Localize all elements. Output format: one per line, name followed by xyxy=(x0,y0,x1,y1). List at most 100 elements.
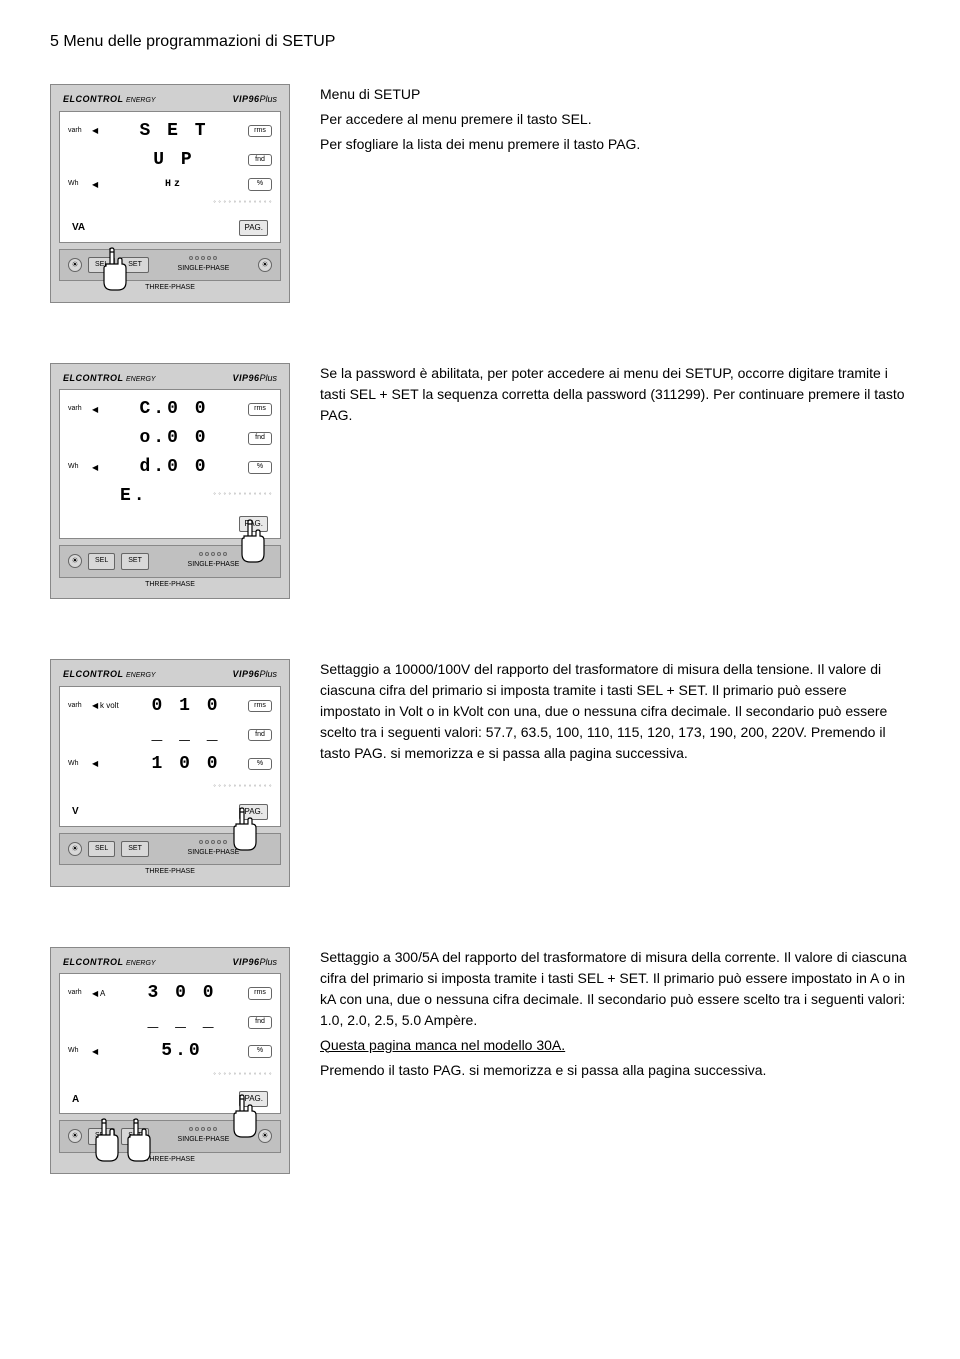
wh-label: Wh xyxy=(68,759,92,770)
pag-button[interactable]: PAG. xyxy=(239,1091,268,1107)
model-label: VIP96Plus xyxy=(232,956,277,970)
section1-title: Menu di SETUP xyxy=(320,84,910,105)
brand-label: ELCONTROL ENERGY xyxy=(63,668,156,682)
arrow-left-icon: ◀ xyxy=(92,1046,100,1058)
section4-p1: Settaggio a 300/5A del rapporto del tras… xyxy=(320,947,910,1031)
unit-label-a: A xyxy=(72,1092,79,1107)
pag-button[interactable]: PAG. xyxy=(239,516,268,532)
arrow-left-icon: ◀ xyxy=(92,404,100,416)
button-row: ☀ SEL SET SINGLE-PHASE xyxy=(59,545,281,578)
pct-tag: % xyxy=(248,758,272,771)
three-phase-label: THREE-PHASE xyxy=(59,283,281,294)
wh-label: Wh xyxy=(68,1046,92,1057)
sel-button[interactable]: SEL xyxy=(88,553,115,570)
sel-button[interactable]: SEL xyxy=(88,841,115,858)
lcd-line-a1: 3 0 0 xyxy=(116,980,248,1007)
section3-text: Settaggio a 10000/100V del rapporto del … xyxy=(320,659,910,887)
section1-text: Menu di SETUP Per accedere al menu preme… xyxy=(320,84,910,303)
device-panel-4: ELCONTROL ENERGY VIP96Plus varh ◀ A 3 0 … xyxy=(50,947,290,1175)
section2-p1: Se la password è abilitata, per poter ac… xyxy=(320,363,910,426)
arrow-left-icon: ◀ xyxy=(92,125,100,137)
model-label: VIP96Plus xyxy=(232,372,277,386)
pct-tag: % xyxy=(248,461,272,474)
dots-indicator: ° ° ° ° ° ° ° ° ° ° ° ° xyxy=(213,200,272,209)
lcd-line-a2: _ _ _ xyxy=(116,1009,248,1036)
pag-button[interactable]: PAG. xyxy=(239,220,268,236)
three-phase-label: THREE-PHASE xyxy=(59,580,281,591)
section4-p2: Questa pagina manca nel modello 30A. xyxy=(320,1035,910,1056)
varh-label: varh xyxy=(68,988,92,999)
arrow-left-icon: ◀ xyxy=(92,462,100,474)
lcd-line-c: C.0 0 xyxy=(100,396,248,423)
model-label: VIP96Plus xyxy=(232,93,277,107)
backlight-button[interactable]: ☀ xyxy=(68,1129,82,1143)
set-button[interactable]: SET xyxy=(121,257,149,274)
section-setup-menu: ELCONTROL ENERGY VIP96Plus varh ◀ S E T … xyxy=(50,84,910,303)
lcd-line-o: o.0 0 xyxy=(100,425,248,452)
page-heading: 5 Menu delle programmazioni di SETUP xyxy=(50,30,910,54)
hz-label: Hz xyxy=(100,177,248,192)
section1-p1: Per accedere al menu premere il tasto SE… xyxy=(320,109,910,130)
set-button[interactable]: SET xyxy=(121,1128,149,1145)
rms-tag: rms xyxy=(248,403,272,416)
single-phase-label: SINGLE-PHASE xyxy=(155,848,272,859)
arrow-left-icon: ◀ xyxy=(92,988,100,1000)
single-phase-label: SINGLE-PHASE xyxy=(155,560,272,571)
section-voltage-ratio: ELCONTROL ENERGY VIP96Plus varh ◀ k volt… xyxy=(50,659,910,887)
varh-label: varh xyxy=(68,126,92,137)
lcd-line2: U P xyxy=(100,147,248,174)
wh-label: Wh xyxy=(68,179,92,190)
button-row: ☀ SEL SET SINGLE-PHASE ☀ xyxy=(59,249,281,282)
brand-label: ELCONTROL ENERGY xyxy=(63,93,156,107)
button-row: ☀ SEL SET SINGLE-PHASE ☀ xyxy=(59,1120,281,1153)
backlight-button[interactable]: ☀ xyxy=(68,258,82,272)
single-phase-label: SINGLE-PHASE xyxy=(155,264,252,275)
section1-p2: Per sfogliare la lista dei menu premere … xyxy=(320,134,910,155)
rms-tag: rms xyxy=(248,700,272,713)
fnd-tag: fnd xyxy=(248,729,272,742)
unit-label: VA xyxy=(72,220,85,235)
section3-p1: Settaggio a 10000/100V del rapporto del … xyxy=(320,659,910,764)
section4-p3: Premendo il tasto PAG. si memorizza e si… xyxy=(320,1060,910,1081)
fnd-tag: fnd xyxy=(248,432,272,445)
backlight-button-2[interactable]: ☀ xyxy=(258,1129,272,1143)
device-panel-2: ELCONTROL ENERGY VIP96Plus varh ◀ C.0 0 … xyxy=(50,363,290,600)
wh-label: Wh xyxy=(68,462,92,473)
pag-button[interactable]: PAG. xyxy=(239,804,268,820)
model-label: VIP96Plus xyxy=(232,668,277,682)
section-current-ratio: ELCONTROL ENERGY VIP96Plus varh ◀ A 3 0 … xyxy=(50,947,910,1175)
set-button[interactable]: SET xyxy=(121,553,149,570)
set-button[interactable]: SET xyxy=(121,841,149,858)
section4-text: Settaggio a 300/5A del rapporto del tras… xyxy=(320,947,910,1175)
backlight-button-2[interactable]: ☀ xyxy=(258,258,272,272)
arrow-left-icon: ◀ xyxy=(92,179,100,191)
three-phase-label: THREE-PHASE xyxy=(59,1155,281,1166)
button-row: ☀ SEL SET SINGLE-PHASE xyxy=(59,833,281,866)
lcd-line-e: E. xyxy=(100,483,213,510)
unit-label-v: V xyxy=(72,804,79,819)
backlight-button[interactable]: ☀ xyxy=(68,842,82,856)
lcd-line-v2: _ _ _ xyxy=(124,722,248,749)
lcd-display-4: varh ◀ A 3 0 0 rms _ _ _ fnd Wh ◀ 5.0 % xyxy=(59,973,281,1114)
lcd-display-3: varh ◀ k volt 0 1 0 rms _ _ _ fnd Wh ◀ xyxy=(59,686,281,827)
single-phase-label: SINGLE-PHASE xyxy=(155,1135,252,1146)
dots-indicator: ° ° ° ° ° ° ° ° ° ° ° ° xyxy=(213,784,272,793)
sel-button[interactable]: SEL xyxy=(88,1128,115,1145)
rms-tag: rms xyxy=(248,125,272,138)
arrow-left-icon: ◀ xyxy=(92,700,100,712)
pct-tag: % xyxy=(248,1045,272,1058)
brand-label: ELCONTROL ENERGY xyxy=(63,372,156,386)
dots-indicator: ° ° ° ° ° ° ° ° ° ° ° ° xyxy=(213,492,272,501)
fnd-tag: fnd xyxy=(248,154,272,167)
sel-button[interactable]: SEL xyxy=(88,257,115,274)
three-phase-label: THREE-PHASE xyxy=(59,867,281,878)
device-panel-3: ELCONTROL ENERGY VIP96Plus varh ◀ k volt… xyxy=(50,659,290,887)
brand-label: ELCONTROL ENERGY xyxy=(63,956,156,970)
device-panel-1: ELCONTROL ENERGY VIP96Plus varh ◀ S E T … xyxy=(50,84,290,303)
lcd-display-1: varh ◀ S E T rms U P fnd Wh ◀ Hz % xyxy=(59,111,281,243)
lcd-line-d: d.0 0 xyxy=(100,454,248,481)
varh-label: varh xyxy=(68,404,92,415)
backlight-button[interactable]: ☀ xyxy=(68,554,82,568)
a-label: A xyxy=(100,988,116,1000)
lcd-line-v3: 1 0 0 xyxy=(124,751,248,778)
